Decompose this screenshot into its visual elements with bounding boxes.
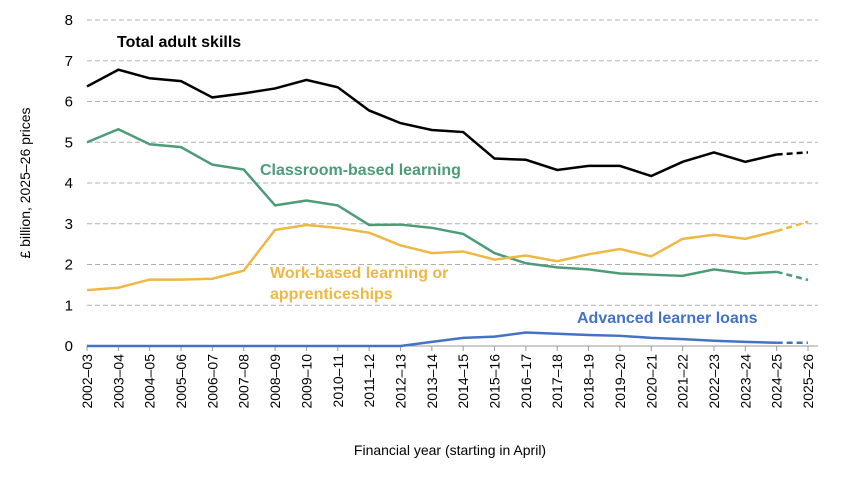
- x-tick-label: 2022–23: [706, 354, 722, 409]
- y-tick-label: 3: [65, 216, 73, 233]
- series-line: [87, 331, 777, 348]
- x-tick-label: 2015–16: [487, 354, 503, 409]
- y-tick-label: 6: [65, 94, 73, 111]
- x-tick-label: 2002–03: [79, 354, 95, 409]
- x-tick-label: 2013–14: [424, 354, 440, 409]
- series-label: Classroom-based learning: [260, 162, 461, 179]
- x-tick-label: 2023–24: [737, 354, 753, 409]
- x-tick-label: 2003–04: [110, 354, 126, 409]
- x-tick-label: 2009–10: [298, 354, 314, 409]
- x-axis-label: Financial year (starting in April): [354, 442, 546, 458]
- series-label: Total adult skills: [117, 34, 242, 51]
- x-tick-label: 2019–20: [612, 354, 628, 409]
- series-line: [86, 223, 777, 292]
- series-line: [86, 127, 777, 278]
- series-line: [776, 151, 809, 156]
- x-tick-label: 2014–15: [455, 354, 471, 409]
- x-tick-label: 2012–13: [392, 354, 408, 409]
- y-tick-label: 0: [65, 338, 73, 355]
- x-tick-label: 2025–26: [800, 354, 816, 409]
- x-tick-label: 2021–22: [675, 354, 691, 409]
- series-label: Work-based learning or apprenticeships: [270, 265, 449, 303]
- x-tick-label: 2006–07: [204, 354, 220, 409]
- x-tick-label: 2020–21: [643, 354, 659, 409]
- series-line: [776, 220, 809, 233]
- x-tick-label: 2007–08: [236, 354, 252, 409]
- series-line: [776, 270, 809, 282]
- y-tick-label: 7: [65, 53, 73, 70]
- x-tick-label: 2010–11: [330, 354, 346, 408]
- x-tick-label: 2011–12: [361, 354, 377, 408]
- x-tick-label: 2004–05: [142, 354, 158, 409]
- series-line: [86, 68, 777, 178]
- x-tick-label: 2024–25: [769, 354, 785, 409]
- x-tick-label: 2018–19: [581, 354, 597, 409]
- x-tick-label: 2016–17: [518, 354, 534, 409]
- x-tick-label: 2008–09: [267, 354, 283, 409]
- series-label: Advanced learner loans: [577, 310, 758, 327]
- x-tick-label: 2005–06: [173, 354, 189, 409]
- y-tick-label: 8: [65, 12, 73, 29]
- y-tick-label: 4: [65, 175, 73, 192]
- y-axis-label: £ billion, 2025–26 prices: [17, 108, 33, 259]
- x-tick-label: 2017–18: [549, 354, 565, 409]
- y-tick-label: 2: [65, 257, 73, 274]
- y-tick-label: 1: [65, 297, 73, 314]
- y-tick-label: 5: [65, 134, 73, 151]
